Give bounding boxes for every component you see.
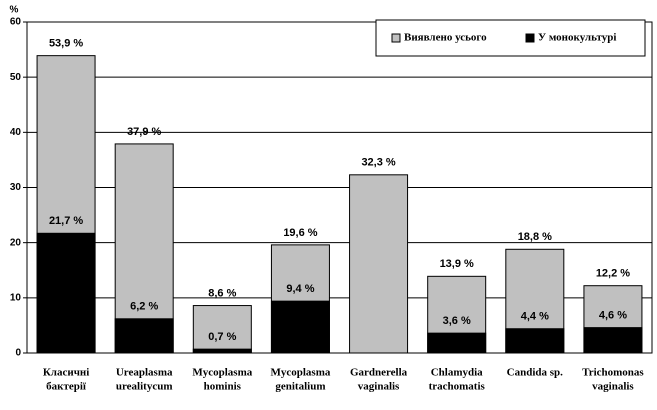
bar [427, 332, 487, 354]
bar [36, 232, 96, 354]
value-label: 3,6 % [443, 315, 471, 327]
bar [505, 328, 565, 354]
y-tick-label: 40 [10, 127, 22, 138]
x-tick-label: hominis [204, 381, 242, 393]
x-tick-label: Класичні [43, 367, 89, 379]
value-label: 32,3 % [361, 157, 395, 169]
x-tick-label: vaginalis [592, 381, 634, 393]
y-tick-label: 10 [10, 292, 22, 303]
legend-box [375, 19, 646, 57]
value-label: 0,7 % [208, 331, 236, 343]
value-label: 13,9 % [440, 258, 474, 270]
y-tick-label: 30 [10, 182, 22, 193]
value-label: 9,4 % [286, 283, 314, 295]
x-tick-label: genitalium [275, 381, 325, 393]
legend-label: Виявлено усього [404, 32, 487, 44]
y-tick-label: 60 [10, 17, 22, 28]
x-tick-label: Ureaplasma [116, 367, 173, 379]
value-label: 12,2 % [596, 268, 630, 280]
bar [114, 143, 174, 354]
bar [583, 327, 643, 354]
legend-swatch [391, 33, 401, 43]
x-tick-label: Trichomonas [582, 367, 644, 379]
y-tick-label: 50 [10, 72, 22, 83]
x-tick-label: бактерії [46, 381, 87, 393]
x-tick-label: urealitycum [116, 381, 173, 393]
x-tick-label: Gardnerella [350, 367, 408, 379]
value-label: 37,9 % [127, 126, 161, 138]
y-tick-label: 0 [15, 348, 21, 359]
value-label: 21,7 % [49, 215, 83, 227]
value-label: 4,4 % [521, 311, 549, 323]
bar [270, 300, 330, 354]
value-label: 6,2 % [130, 301, 158, 313]
x-tick-label: Candida sp. [507, 367, 564, 379]
value-label: 53,9 % [49, 38, 83, 50]
bar [349, 174, 409, 354]
legend-swatch [525, 33, 535, 43]
x-tick-label: Mycoplasma [192, 367, 252, 379]
x-tick-label: Chlamydia [431, 367, 483, 379]
y-axis-label: % [10, 5, 19, 16]
y-tick-label: 20 [10, 237, 22, 248]
bar [114, 318, 174, 354]
x-tick-label: Mycoplasma [270, 367, 330, 379]
bar [192, 348, 252, 354]
legend-label: У монокультурі [538, 32, 616, 44]
value-label: 8,6 % [208, 287, 236, 299]
value-label: 18,8 % [518, 231, 552, 243]
x-tick-label: vaginalis [358, 381, 400, 393]
x-tick-label: trachomatis [429, 381, 486, 393]
value-label: 4,6 % [599, 310, 627, 322]
value-label: 19,6 % [283, 227, 317, 239]
bar [192, 305, 252, 354]
